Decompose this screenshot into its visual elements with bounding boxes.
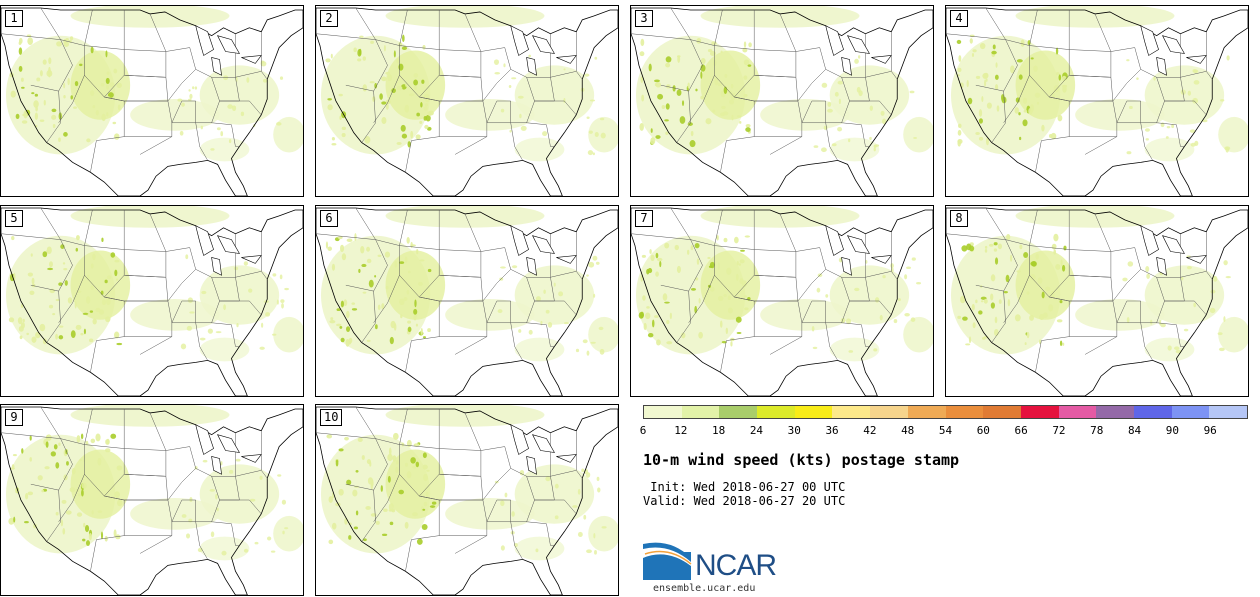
colorbar-tick-label: 72 [1052,424,1066,437]
init-time: Init: Wed 2018-06-27 00 UTC [643,480,846,494]
colorbar-tick-label: 60 [976,424,990,437]
colorbar-tick-label: 30 [787,424,801,437]
stamp-panel: 6 [315,205,619,397]
member-label: 1 [5,10,23,27]
colorbar [643,405,1248,419]
us-map [316,206,618,396]
colorbar-tick-label: 36 [825,424,839,437]
us-map [631,206,933,396]
stamp-panel: 1 [0,5,304,197]
us-map [316,405,618,595]
us-map [946,206,1248,396]
colorbar-tick-label: 90 [1165,424,1179,437]
stamp-panel: 4 [945,5,1249,197]
colorbar-segment [1209,406,1247,418]
stamp-panel: 3 [630,5,934,197]
colorbar-tick-label: 84 [1127,424,1142,437]
stamp-panel: 5 [0,205,304,397]
colorbar-segment [1058,406,1097,418]
stamp-panel: 7 [630,205,934,397]
colorbar-tick-label: 18 [712,424,726,437]
colorbar-tick-label: 12 [674,424,688,437]
colorbar-segment [719,406,758,418]
stamp-panel: 9 [0,404,304,596]
colorbar-ticks: 6 12 18 24 30 36 42 48 54 60 66 72 78 84 90 96 [639,424,1248,438]
colorbar-tick-label: 66 [1014,424,1028,437]
stamp-panel: 10 [315,404,619,596]
stamp-panel: 8 [945,205,1249,397]
ncar-logo-icon [643,542,692,580]
us-map [1,405,303,595]
colorbar-segment [644,406,682,418]
stamp-panel: 2 [315,5,619,197]
member-label: 3 [635,10,653,27]
colorbar-tick-label: 6 [639,424,647,437]
colorbar-tick-label: 24 [749,424,764,437]
us-map [1,6,303,196]
colorbar-tick-label: 78 [1090,424,1104,437]
member-label: 8 [950,210,968,227]
member-label: 9 [5,409,23,426]
plot-title: 10-m wind speed (kts) postage stamp [643,451,960,469]
us-map [1,206,303,396]
us-map [631,6,933,196]
member-label: 7 [635,210,653,227]
colorbar-tick-label: 42 [863,424,877,437]
member-label: 6 [320,210,338,227]
colorbar-segment [1133,406,1172,418]
member-label: 2 [320,10,338,27]
member-label: 5 [5,210,23,227]
colorbar-tick-label: 54 [938,424,953,437]
colorbar-tick-label: 96 [1203,424,1217,437]
colorbar-tick-label: 48 [901,424,915,437]
colorbar-segment [1171,406,1210,418]
colorbar-segment [681,406,720,418]
colorbar-segment [794,406,833,418]
colorbar-segment [907,406,946,418]
colorbar-segment [1096,406,1134,418]
colorbar-segment [983,406,1021,418]
logo-text: NCAR [695,549,777,582]
colorbar-segment [1020,406,1059,418]
colorbar-segment [870,406,908,418]
valid-time: Valid: Wed 2018-06-27 20 UTC [643,494,846,508]
colorbar-segment [757,406,795,418]
member-label: 10 [320,409,343,426]
colorbar-segment [945,406,984,418]
member-label: 4 [950,10,968,27]
us-map [946,6,1248,196]
us-map [316,6,618,196]
colorbar-segment [832,406,871,418]
logo-url: ensemble.ucar.edu [653,583,756,594]
